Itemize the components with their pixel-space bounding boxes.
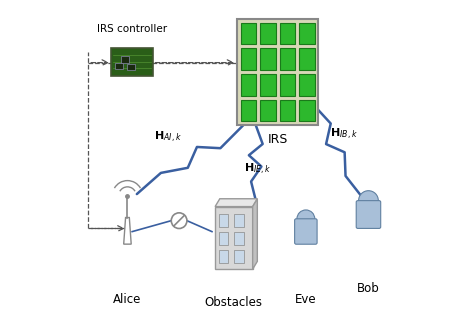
Polygon shape	[124, 218, 131, 244]
FancyBboxPatch shape	[356, 201, 381, 228]
Text: $\mathbf{H}_{IE,k}$: $\mathbf{H}_{IE,k}$	[244, 162, 271, 177]
Text: Obstacles: Obstacles	[205, 296, 263, 309]
FancyBboxPatch shape	[299, 23, 315, 44]
FancyBboxPatch shape	[280, 23, 295, 44]
FancyBboxPatch shape	[299, 100, 315, 121]
Text: IRS controller: IRS controller	[97, 24, 167, 34]
Polygon shape	[215, 199, 257, 207]
FancyBboxPatch shape	[299, 74, 315, 96]
FancyBboxPatch shape	[235, 250, 244, 263]
FancyBboxPatch shape	[121, 56, 129, 63]
Text: $\mathbf{H}_{AI,k}$: $\mathbf{H}_{AI,k}$	[154, 130, 182, 145]
FancyBboxPatch shape	[111, 48, 154, 76]
FancyBboxPatch shape	[280, 74, 295, 96]
Polygon shape	[253, 199, 257, 269]
Text: Eve: Eve	[295, 293, 317, 306]
FancyBboxPatch shape	[280, 48, 295, 70]
FancyBboxPatch shape	[295, 219, 317, 244]
Text: Alice: Alice	[113, 293, 142, 306]
FancyBboxPatch shape	[215, 207, 253, 269]
FancyBboxPatch shape	[260, 74, 276, 96]
Text: Bob: Bob	[357, 282, 380, 295]
FancyBboxPatch shape	[260, 100, 276, 121]
FancyBboxPatch shape	[235, 232, 244, 245]
FancyBboxPatch shape	[241, 100, 256, 121]
FancyBboxPatch shape	[241, 74, 256, 96]
FancyBboxPatch shape	[235, 214, 244, 227]
FancyBboxPatch shape	[219, 214, 228, 227]
Text: IRS: IRS	[267, 133, 288, 146]
FancyBboxPatch shape	[219, 250, 228, 263]
Circle shape	[297, 210, 315, 228]
FancyBboxPatch shape	[128, 64, 135, 70]
FancyBboxPatch shape	[299, 48, 315, 70]
FancyBboxPatch shape	[219, 232, 228, 245]
FancyBboxPatch shape	[260, 48, 276, 70]
FancyBboxPatch shape	[241, 23, 256, 44]
FancyBboxPatch shape	[260, 23, 276, 44]
Circle shape	[171, 213, 187, 228]
Circle shape	[359, 191, 378, 210]
FancyBboxPatch shape	[280, 100, 295, 121]
FancyBboxPatch shape	[115, 63, 123, 69]
FancyBboxPatch shape	[237, 19, 319, 125]
FancyBboxPatch shape	[241, 48, 256, 70]
Text: $\mathbf{H}_{IB,k}$: $\mathbf{H}_{IB,k}$	[329, 127, 357, 142]
